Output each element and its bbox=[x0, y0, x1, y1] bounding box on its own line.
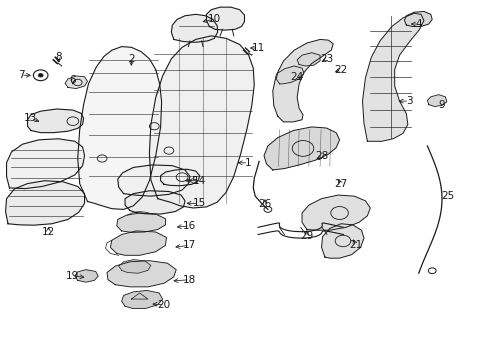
Text: 11: 11 bbox=[251, 43, 264, 53]
Text: 17: 17 bbox=[183, 240, 196, 250]
Circle shape bbox=[38, 73, 43, 77]
Polygon shape bbox=[404, 12, 431, 27]
Polygon shape bbox=[78, 46, 161, 210]
Polygon shape bbox=[65, 76, 87, 89]
Text: 14: 14 bbox=[193, 176, 206, 186]
Polygon shape bbox=[119, 260, 151, 273]
Polygon shape bbox=[171, 14, 217, 42]
Text: 12: 12 bbox=[42, 227, 55, 237]
Text: 16: 16 bbox=[183, 221, 196, 231]
Polygon shape bbox=[206, 7, 244, 30]
Polygon shape bbox=[149, 36, 254, 208]
Polygon shape bbox=[6, 139, 84, 189]
Text: 6: 6 bbox=[69, 75, 76, 85]
Text: 5: 5 bbox=[191, 176, 198, 186]
Polygon shape bbox=[362, 13, 423, 141]
Text: 13: 13 bbox=[24, 113, 38, 123]
Text: 21: 21 bbox=[348, 240, 362, 250]
Text: 25: 25 bbox=[441, 191, 454, 201]
Polygon shape bbox=[321, 224, 363, 258]
Text: 7: 7 bbox=[18, 70, 24, 80]
Polygon shape bbox=[118, 165, 189, 196]
Polygon shape bbox=[264, 127, 339, 170]
Polygon shape bbox=[5, 181, 84, 225]
Polygon shape bbox=[297, 53, 320, 66]
Text: 22: 22 bbox=[334, 64, 347, 75]
Text: 29: 29 bbox=[300, 231, 313, 240]
Polygon shape bbox=[160, 169, 199, 186]
Text: 1: 1 bbox=[244, 158, 251, 168]
Polygon shape bbox=[110, 231, 166, 255]
Polygon shape bbox=[276, 66, 304, 84]
Text: 19: 19 bbox=[66, 271, 80, 281]
Text: 27: 27 bbox=[334, 179, 347, 189]
Polygon shape bbox=[107, 261, 176, 287]
Text: 15: 15 bbox=[193, 198, 206, 208]
Text: 9: 9 bbox=[438, 100, 445, 110]
Polygon shape bbox=[427, 95, 446, 107]
Polygon shape bbox=[125, 191, 184, 214]
Text: 8: 8 bbox=[55, 52, 61, 62]
Text: 2: 2 bbox=[128, 54, 134, 64]
Text: 3: 3 bbox=[405, 96, 412, 106]
Text: 23: 23 bbox=[319, 54, 332, 64]
Polygon shape bbox=[75, 270, 98, 282]
Text: 24: 24 bbox=[290, 72, 303, 82]
Text: 20: 20 bbox=[157, 300, 170, 310]
Polygon shape bbox=[302, 195, 369, 230]
Polygon shape bbox=[122, 291, 162, 309]
Text: 4: 4 bbox=[415, 19, 422, 29]
Polygon shape bbox=[272, 40, 332, 122]
Text: 18: 18 bbox=[183, 275, 196, 285]
Text: 10: 10 bbox=[207, 14, 221, 24]
Polygon shape bbox=[117, 213, 165, 232]
Text: 28: 28 bbox=[314, 150, 327, 161]
Polygon shape bbox=[27, 109, 83, 133]
Text: 26: 26 bbox=[258, 199, 271, 210]
